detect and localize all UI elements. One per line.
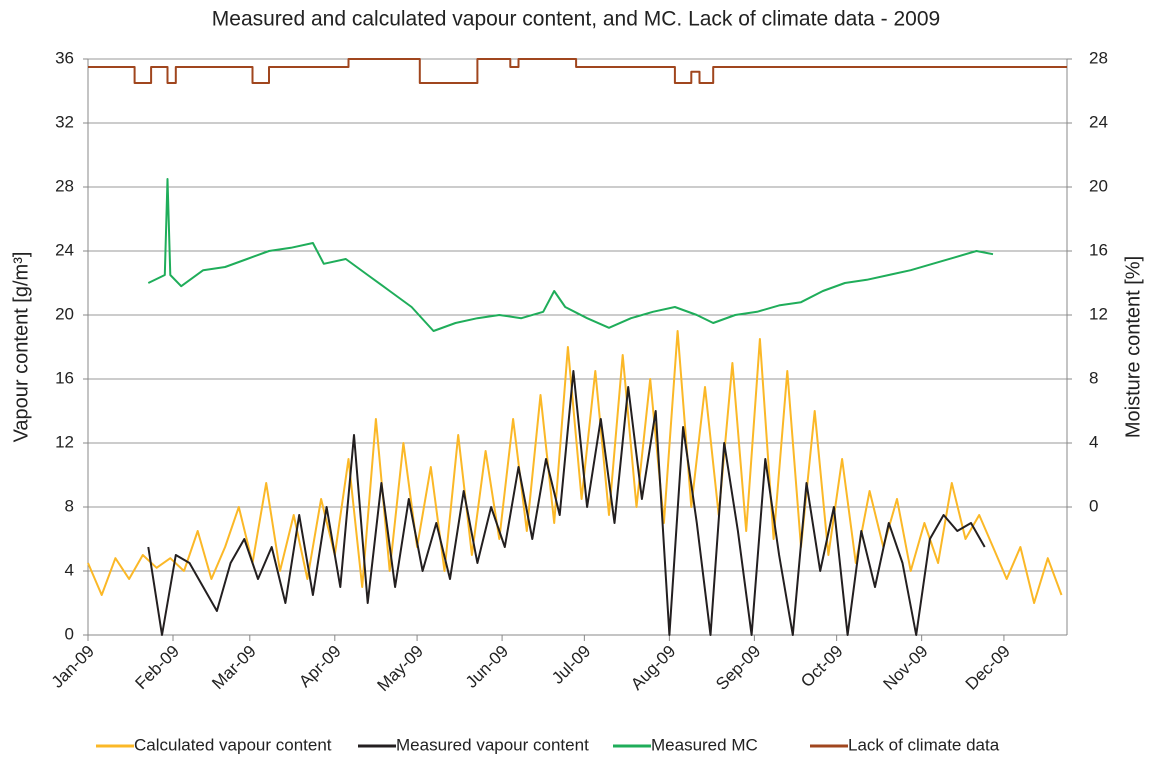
y-tick-label: 20: [55, 304, 74, 323]
y-tick-label: 36: [55, 48, 74, 67]
x-tick-label: Dec-09: [962, 642, 1014, 694]
y-tick-label: 12: [55, 432, 74, 451]
y-tick-label: 4: [65, 560, 74, 579]
y-tick-label: 32: [55, 112, 74, 131]
y-axis-title: Vapour content [g/m³]: [10, 252, 32, 443]
x-tick-label: Aug-09: [627, 642, 679, 694]
y2-tick-label: 20: [1089, 176, 1108, 195]
legend-label: Measured vapour content: [396, 735, 589, 754]
y2-tick-label: 12: [1089, 304, 1108, 323]
y-tick-label: 16: [55, 368, 74, 387]
x-tick-label: Mar-09: [208, 642, 260, 694]
y-tick-label: 24: [55, 240, 74, 259]
x-tick-label: Jan-09: [48, 642, 98, 692]
y2-tick-label: 4: [1089, 432, 1098, 451]
series-line: [147, 370, 986, 636]
y2-tick-label: 24: [1089, 112, 1108, 131]
legend-label: Calculated vapour content: [134, 735, 332, 754]
series-line: [88, 58, 1067, 84]
x-tick-label: Jun-09: [462, 642, 512, 692]
y2-tick-label: 16: [1089, 240, 1108, 259]
x-tick-label: Apr-09: [295, 642, 345, 692]
y2-tick-label: 0: [1089, 496, 1098, 515]
series-line: [147, 178, 994, 332]
y2-axis-title: Moisture content [%]: [1122, 256, 1144, 438]
y-tick-label: 28: [55, 176, 74, 195]
y2-tick-label: 28: [1089, 48, 1108, 67]
legend-label: Measured MC: [651, 735, 758, 754]
chart-title: Measured and calculated vapour content, …: [212, 8, 940, 31]
y2-tick-label: 8: [1089, 368, 1098, 387]
x-tick-label: Sep-09: [712, 642, 764, 694]
x-tick-label: Oct-09: [797, 642, 847, 692]
legend-label: Lack of climate data: [848, 735, 1000, 754]
x-tick-label: Jul-09: [548, 642, 594, 688]
x-tick-label: May-09: [374, 642, 428, 696]
y-tick-label: 8: [65, 496, 74, 515]
y-tick-label: 0: [65, 624, 74, 643]
series-line: [87, 330, 1063, 604]
x-tick-label: Nov-09: [879, 642, 931, 694]
x-tick-label: Feb-09: [131, 642, 183, 694]
